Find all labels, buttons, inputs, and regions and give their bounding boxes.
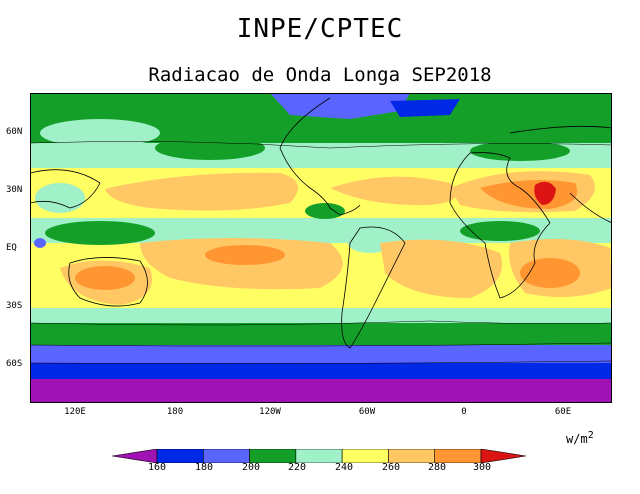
colorbar-segment [249, 449, 297, 463]
south-pacific-core [205, 245, 285, 265]
india-monsoon [35, 183, 85, 213]
lat-label-eq: EQ [6, 243, 17, 253]
colorbar-label-280: 280 [427, 462, 447, 473]
unit-exponent: 2 [587, 430, 594, 441]
lon-label-120e: 120E [64, 407, 86, 417]
atlantic-high-north [330, 176, 457, 206]
africa-convection [460, 221, 540, 241]
band-antarctic [30, 379, 612, 403]
arctic-cold-patch [270, 93, 410, 119]
lon-label-120w: 120W [259, 407, 281, 417]
lon-label-180: 180 [166, 407, 184, 417]
colorbar-label-180: 180 [194, 462, 214, 473]
color-bar [112, 449, 526, 463]
north-atlantic-green [470, 141, 570, 161]
australia-core [75, 266, 135, 290]
page-title: INPE/CPTEC [236, 14, 404, 44]
band-south-mid [30, 308, 612, 323]
lon-label-60w: 60W [358, 407, 376, 417]
pacific-high-north [105, 172, 298, 211]
lat-label-30s: 30S [6, 301, 23, 311]
lon-label-0: 0 [461, 407, 467, 417]
band-southern-ocean [30, 323, 612, 345]
colorbar-label-240: 240 [334, 462, 354, 473]
colorbar-label-220: 220 [287, 462, 307, 473]
map-subtitle: Radiacao de Onda Longa SEP2018 [148, 64, 492, 86]
colorbar-segment [295, 449, 343, 463]
band-70s [30, 363, 612, 379]
arctic-blue-spot [390, 99, 460, 117]
olr-map [30, 93, 612, 403]
arabia-hotspot [534, 181, 556, 205]
colorbar-label-200: 200 [241, 462, 261, 473]
lat-label-30n: 30N [6, 185, 23, 195]
unit-base: w/m [566, 432, 588, 446]
warm-pool-convection [45, 221, 155, 245]
lat-label-60n: 60N [6, 127, 23, 137]
lat-label-60s: 60S [6, 359, 23, 369]
indonesia-blue [34, 238, 46, 248]
colorbar-label-300: 300 [472, 462, 492, 473]
colorbar-high-triangle [480, 449, 526, 463]
north-pacific-green [155, 136, 265, 160]
coastlines [30, 97, 612, 349]
colorbar-segment [341, 449, 389, 463]
lon-label-60e: 60E [554, 407, 572, 417]
colorbar-segment [388, 449, 436, 463]
unit-label: w/m2 [566, 430, 594, 446]
colorbar-label-260: 260 [381, 462, 401, 473]
colorbar-segment [202, 449, 250, 463]
map-border [30, 93, 612, 403]
siberia-lightgreen [40, 119, 160, 147]
contour-lines [30, 141, 612, 364]
indian-ocean-core [520, 258, 580, 288]
central-america-convection [305, 203, 345, 219]
south-atlantic-high [380, 239, 502, 298]
colorbar-label-160: 160 [147, 462, 167, 473]
colorbar-segment [434, 449, 482, 463]
colorbar-segment [156, 449, 204, 463]
colorbar-low-triangle [112, 449, 158, 463]
band-60s [30, 345, 612, 363]
